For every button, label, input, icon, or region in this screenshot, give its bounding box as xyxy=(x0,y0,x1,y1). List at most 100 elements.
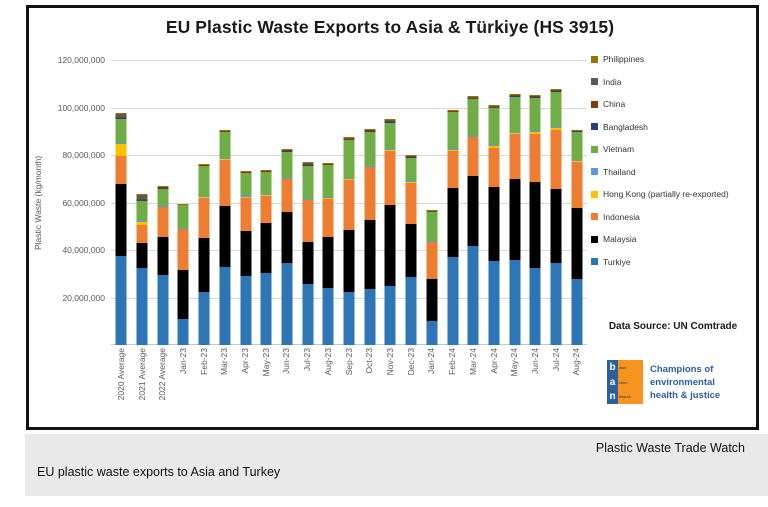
bar-segment-malaysia xyxy=(571,208,583,279)
bar-column xyxy=(442,60,463,345)
bar-segment-indonesia xyxy=(405,182,417,224)
legend-label: Vietnam xyxy=(603,144,635,155)
bar-segment-india xyxy=(467,96,479,98)
bar-segment-vietnam xyxy=(509,96,521,133)
bar-segment-china xyxy=(343,138,355,140)
bar-segment-vietnam xyxy=(157,188,169,206)
bar-may-24 xyxy=(509,60,521,345)
x-tick-cell: Jun-23 xyxy=(277,348,298,430)
bar-segment-vietnam xyxy=(364,131,376,166)
bar-segment-indonesia xyxy=(426,241,438,279)
x-tick-label: Jul-23 xyxy=(302,348,313,372)
bar-segment-hong-kong-partially-re-exported xyxy=(198,197,210,198)
legend-swatch-china xyxy=(591,100,598,108)
bar-segment-vietnam xyxy=(405,156,417,182)
bar-segment-malaysia xyxy=(405,223,417,278)
ban-logo: b asel a ction n etwork xyxy=(607,360,643,405)
bar-oct-23 xyxy=(364,60,376,345)
bar-segment-china xyxy=(115,117,127,118)
legend-item-vietnam: Vietnam xyxy=(591,138,759,161)
x-tick-label: Jan-24 xyxy=(426,348,437,374)
x-tick-cell: Oct-23 xyxy=(359,348,380,430)
bar-segment-malaysia xyxy=(260,222,272,273)
bar-segment-china xyxy=(281,150,293,151)
x-tick-cell: 2021 Average xyxy=(132,348,153,430)
bar-segment-india xyxy=(405,155,417,157)
bar-2020-average xyxy=(115,60,127,345)
bar-jan-23 xyxy=(177,60,189,345)
footer-caption: EU plastic waste exports to Asia and Tur… xyxy=(37,465,281,479)
bar-apr-24 xyxy=(488,60,500,345)
bar-2022-average xyxy=(157,60,169,345)
bar-segment-malaysia xyxy=(219,206,231,267)
bar-segment-hong-kong-partially-re-exported xyxy=(488,145,500,149)
bar-column xyxy=(215,60,236,345)
legend-swatch-thailand xyxy=(591,168,598,176)
legend-item-india: India xyxy=(591,71,759,94)
bar-segment-hong-kong-partially-re-exported xyxy=(550,127,562,131)
bar-segment-indonesia xyxy=(198,197,210,239)
bar-segment-china xyxy=(157,187,169,189)
grid-line xyxy=(111,107,587,109)
bar-segment-vietnam xyxy=(550,91,562,127)
bar-segment-india xyxy=(488,105,500,107)
x-tick-label: Mar-23 xyxy=(219,348,230,375)
bar-segment-hong-kong-partially-re-exported xyxy=(529,131,541,134)
bar-segment-vietnam xyxy=(529,97,541,131)
bar-segment-malaysia xyxy=(240,231,252,277)
bar-segment-indonesia xyxy=(136,225,148,243)
bar-jan-24 xyxy=(426,60,438,345)
bar-segment-hong-kong-partially-re-exported xyxy=(447,149,459,151)
bar-segment-hong-kong-partially-re-exported xyxy=(571,161,583,162)
bar-column xyxy=(525,60,546,345)
bar-segment-turkiye xyxy=(219,266,231,345)
x-tick-label: May-23 xyxy=(260,348,271,377)
x-tick-label: Aug-23 xyxy=(322,348,333,376)
bar-segment-thailand xyxy=(447,148,459,150)
x-tick-label: Mar-24 xyxy=(467,348,478,375)
legend-swatch-vietnam xyxy=(591,145,598,153)
bar-segment-turkiye xyxy=(571,278,583,345)
bar-segment-indonesia xyxy=(571,161,583,209)
x-tick-label: Feb-23 xyxy=(198,348,209,375)
bar-segment-thailand xyxy=(571,160,583,162)
bar-segment-turkiye xyxy=(447,257,459,345)
grid-line xyxy=(111,60,587,61)
bar-segment-vietnam xyxy=(302,164,314,199)
legend-label: Philippines xyxy=(603,54,645,65)
bar-segment-malaysia xyxy=(302,241,314,285)
bar-segment-turkiye xyxy=(467,246,479,345)
bar-segment-turkiye xyxy=(136,267,148,345)
bar-segment-thailand xyxy=(343,178,355,180)
ban-logo-word-etwork: etwork xyxy=(619,394,631,400)
ban-logo-letter-n: n xyxy=(607,389,618,405)
ban-tagline: Champions of environmental health & just… xyxy=(650,363,755,402)
ban-tagline-line: health & justice xyxy=(650,390,721,401)
legend-label: India xyxy=(603,76,622,87)
x-tick-cell: Jan-23 xyxy=(173,348,194,430)
bar-segment-turkiye xyxy=(509,259,521,345)
legend-label: Hong Kong (partially re-exported) xyxy=(603,189,729,200)
bar-column xyxy=(380,60,401,345)
bar-column xyxy=(132,60,153,345)
bar-segment-malaysia xyxy=(509,178,521,260)
bar-segment-malaysia xyxy=(467,176,479,247)
bar-segment-hong-kong-partially-re-exported xyxy=(157,206,169,208)
bar-segment-malaysia xyxy=(322,236,334,288)
bar-segment-india xyxy=(157,186,169,188)
bar-segment-malaysia xyxy=(550,189,562,264)
bar-column xyxy=(152,60,173,345)
bar-segment-malaysia xyxy=(426,278,438,322)
bar-segment-india xyxy=(136,194,148,200)
x-tick-label: Apr-23 xyxy=(240,348,251,374)
bar-segment-indonesia xyxy=(240,197,252,231)
chart-box: EU Plastic Waste Exports to Asia & Türki… xyxy=(26,5,759,430)
legend-swatch-bangladesh xyxy=(591,123,598,131)
bar-jun-24 xyxy=(529,60,541,345)
x-tick-cell: Sep-23 xyxy=(339,348,360,430)
bar-segment-thailand xyxy=(488,145,500,146)
bar-segment-india xyxy=(260,170,272,171)
bar-column xyxy=(235,60,256,345)
bar-segment-thailand xyxy=(405,181,417,182)
bar-segment-thailand xyxy=(384,148,396,150)
